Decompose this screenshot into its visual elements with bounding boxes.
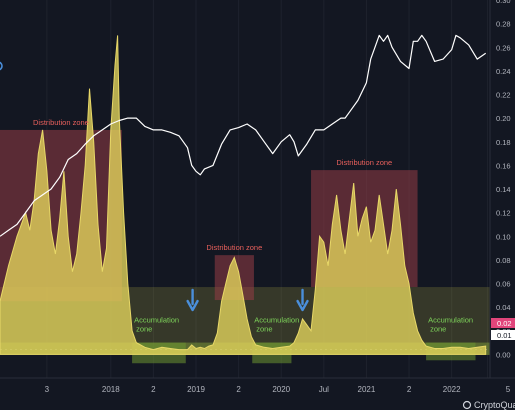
accumulation-zone-label: Accumulation [428,316,473,325]
x-tick-label: 2018 [102,385,120,394]
value-badge-label: 0.02 [497,319,512,328]
distribution-zone-label: Distribution zone [206,243,262,252]
y-tick-label: 0.12 [496,209,511,218]
accumulation-zone-label: Accumulation [254,316,299,325]
value-badge [491,318,515,328]
x-tick-label: 2022 [443,385,461,394]
accumulation-zone-label: zone [256,325,272,334]
marker-icon [0,61,3,71]
area-layer [0,35,487,355]
y-tick-label: 0.30 [496,0,511,5]
watermark: CryptoQuant [474,400,515,410]
y-tick-label: 0.10 [496,232,511,241]
distribution-zone-label: Distribution zone [33,118,89,127]
x-tick-label: 3 [45,385,50,394]
accumulation-zone-label: zone [430,325,446,334]
line-layer [0,34,487,237]
y-tick-label: 0.18 [496,138,511,147]
x-tick-label: 2020 [272,385,290,394]
x-tick-label: 2 [236,385,241,394]
x-tick-label: 2 [151,385,156,394]
arrow-down-icon [186,288,199,312]
y-tick-label: 0.04 [496,303,511,312]
y-tick-label: 0.00 [496,350,511,359]
distribution-zone-label: Distribution zone [336,158,392,167]
y-tick-label: 0.26 [496,43,511,52]
cryptoquant-logo-icon [462,400,472,410]
accumulation-zone-label: zone [136,325,152,334]
y-tick-label: 0.16 [496,161,511,170]
area-series [0,35,487,355]
watermark-layer: CryptoQuant [462,400,515,410]
y-tick-label: 0.20 [496,114,511,123]
x-tick-label: 5 [506,385,511,394]
y-tick-label: 0.28 [496,20,511,29]
x-tick-label: Jul [319,385,329,394]
x-tick-label: 2019 [187,385,205,394]
x-tick-label: 2 [407,385,412,394]
accumulation-zone-label: Accumulation [134,316,179,325]
axes-layer: 0.30 0.28 0.26 0.24 0.22 0.20 0.18 0.16 0.14 0.12… [0,0,515,394]
value-badge [491,330,515,340]
value-badge-label: 0.01 [497,331,512,340]
arrow-down-icon [296,288,309,312]
y-tick-label: 0.08 [496,256,511,265]
y-tick-label: 0.22 [496,91,511,100]
labels-layer: Distribution zone Distribution zone Distri… [0,61,473,334]
y-tick-label: 0.06 [496,280,511,289]
y-tick-label: 0.14 [496,185,511,194]
price-line-series [0,34,487,237]
y-tick-label: 0.24 [496,67,511,76]
x-tick-label: 2021 [358,385,376,394]
